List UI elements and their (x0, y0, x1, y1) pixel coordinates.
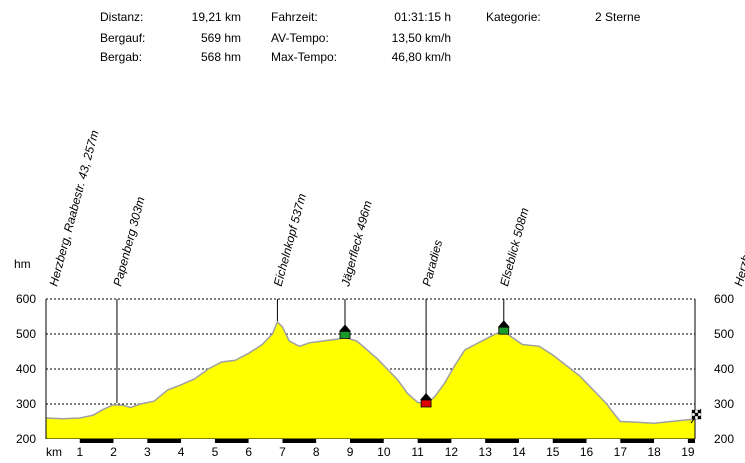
km-scale-segment (316, 439, 351, 443)
km-scale-segment (518, 439, 553, 443)
waypoint-marker-green (498, 326, 510, 335)
x-tick-label: 16 (580, 445, 594, 459)
km-scale-segment (214, 439, 249, 443)
avtempo-value: 13,50 km/h (391, 31, 451, 45)
x-tick-label: 3 (144, 445, 151, 459)
y-tick-label-right: 200 (714, 432, 734, 446)
km-scale-segment (46, 439, 80, 443)
kategorie-value: 2 Sterne (595, 10, 641, 24)
x-tick-label: 11 (411, 445, 424, 459)
maxtempo-label: Max-Tempo: (271, 50, 338, 64)
waypoint-marker-green (339, 330, 351, 339)
waypoint-label: Elseblick 508m (497, 206, 531, 288)
km-scale-segment (181, 439, 215, 443)
x-tick-label: 15 (546, 445, 560, 459)
distanz-label: Distanz: (100, 10, 144, 24)
finish-flag-cell (694, 415, 699, 420)
y-tick-label-left: 600 (16, 292, 36, 306)
y-tick-label-right: 500 (714, 327, 734, 341)
km-scale-segment (79, 439, 114, 443)
y-tick-label-left: 400 (16, 362, 36, 376)
waypoint-marker-roof (497, 320, 510, 328)
x-tick-label: 13 (479, 445, 493, 459)
y-tick-label-right: 300 (714, 397, 734, 411)
km-scale-segment (113, 439, 148, 443)
km-scale-segment (485, 439, 519, 443)
y-tick-label-left: 300 (16, 397, 36, 411)
km-scale-segment (248, 439, 283, 443)
km-scale-segment (383, 439, 418, 443)
fahrzeit-label: Fahrzeit: (271, 10, 318, 24)
km-scale-segment (282, 439, 317, 443)
bergab-value: 568 hm (200, 50, 241, 64)
bergauf-label: Bergauf: (100, 31, 146, 45)
profile-area (45, 320, 696, 439)
x-tick-label: 19 (681, 445, 695, 459)
x-tick-label: 7 (279, 445, 286, 459)
waypoint-label: Herzberg, Raabestr. 43, 257m (46, 129, 101, 288)
x-tick-label: 12 (445, 445, 459, 459)
avtempo-label: AV-Tempo: (271, 31, 329, 45)
finish-flag-cell (697, 415, 702, 420)
finish-flag-cell (691, 409, 696, 414)
y-tick-label-left: 500 (16, 327, 36, 341)
finish-flag-cell (694, 412, 699, 417)
finish-flag-cell (691, 412, 696, 417)
waypoint-label: Paradies (419, 238, 445, 287)
y-tick-label-right: 600 (714, 292, 734, 306)
km-scale-segment (654, 439, 688, 443)
x-tick-label: 17 (614, 445, 628, 459)
y-tick-label-right: 400 (714, 362, 734, 376)
waypoint-label: Jägerfleck 496m (338, 199, 375, 289)
fahrzeit-value: 01:31:15 h (394, 10, 451, 24)
km-scale-segment (417, 439, 452, 443)
x-tick-label: 1 (76, 445, 83, 459)
x-tick-label: 14 (512, 445, 526, 459)
x-tick-label: 8 (313, 445, 320, 459)
x-tick-label: 4 (178, 445, 185, 459)
bergab-label: Bergab: (100, 50, 143, 64)
profile-line (45, 320, 696, 425)
km-scale-segment (552, 439, 587, 443)
waypoint-label: Herzberg, Raabestr. 43, 257m (731, 129, 745, 288)
x-tick-label: 9 (347, 445, 354, 459)
profile-fill (46, 321, 695, 439)
x-tick-label: 10 (377, 445, 391, 459)
y-tick-label-left: 200 (16, 432, 36, 446)
maxtempo-value: 46,80 km/h (391, 50, 451, 64)
km-scale-segment (687, 439, 695, 443)
waypoint-marker-roof (338, 324, 351, 332)
km-scale-segment (620, 439, 655, 443)
x-tick-label: 2 (110, 445, 117, 459)
finish-flag-cell (691, 415, 696, 420)
finish-flag-cell (697, 412, 702, 417)
x-axis-label: km (46, 445, 62, 459)
km-scale-segment (350, 439, 384, 443)
km-scale-segment (586, 439, 621, 443)
waypoint-label: Eichelnkopf 537m (271, 192, 309, 288)
distanz-value: 19,21 km (191, 10, 241, 24)
bergauf-value: 569 hm (200, 31, 241, 45)
finish-flag-cell (697, 409, 702, 414)
waypoint-label: Papenberg 303m (110, 195, 147, 288)
kategorie-label: Kategorie: (486, 10, 541, 24)
x-tick-label: 5 (212, 445, 219, 459)
km-scale-segment (451, 439, 486, 443)
km-scale-segment (147, 439, 182, 443)
x-tick-label: 18 (647, 445, 661, 459)
x-tick-label: 6 (245, 445, 252, 459)
y-axis-label: hm (14, 257, 31, 271)
finish-flag-cell (694, 409, 699, 414)
waypoint-marker-roof (420, 393, 433, 400)
waypoint-marker-red (420, 399, 432, 408)
